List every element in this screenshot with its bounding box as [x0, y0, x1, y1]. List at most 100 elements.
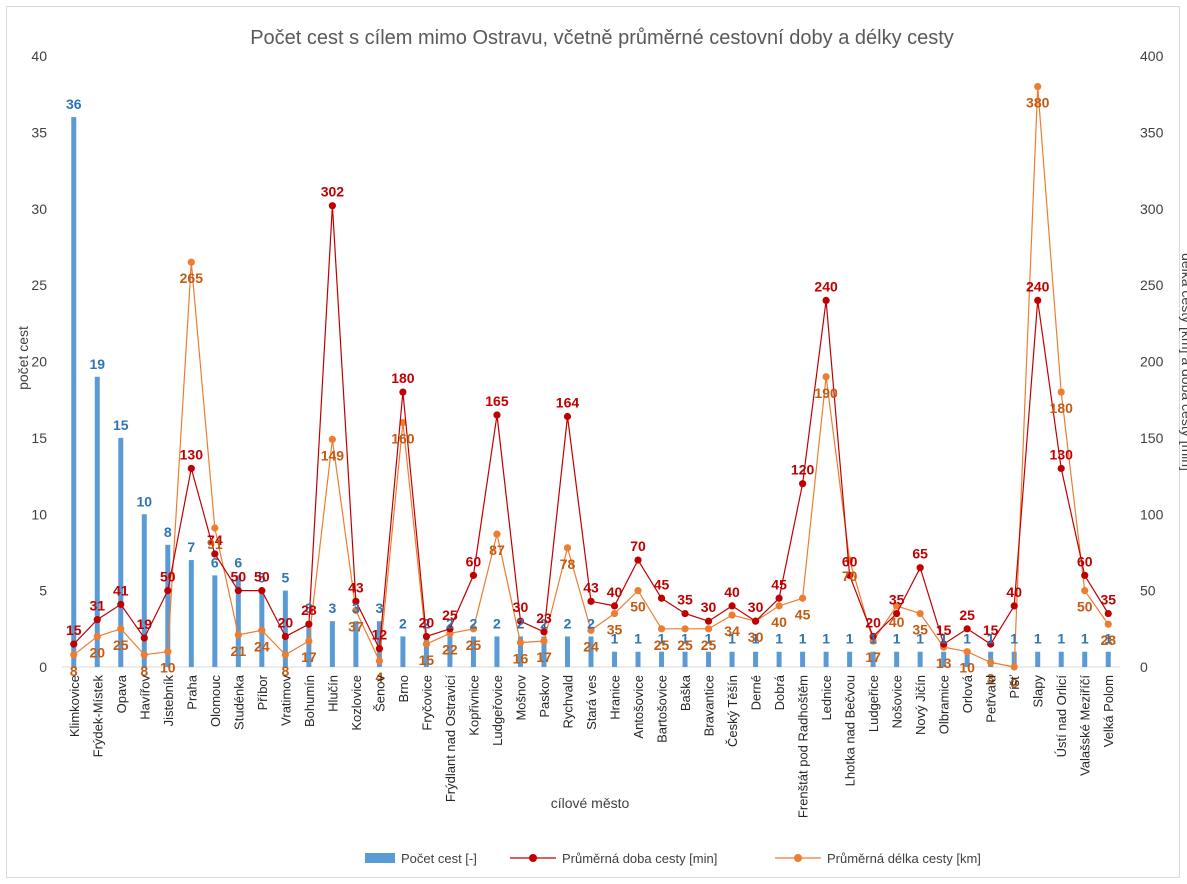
bar: [118, 437, 124, 667]
bar-data-label: 2: [470, 615, 478, 631]
time-point: [117, 600, 125, 608]
bar: [800, 651, 806, 667]
distance-data-label: 180: [1050, 400, 1074, 416]
distance-point: [164, 648, 172, 656]
distance-point: [563, 544, 572, 552]
time-point: [587, 597, 595, 605]
distance-data-label: 13: [936, 655, 952, 671]
distance-point: [657, 625, 666, 633]
time-data-label: 30: [748, 599, 764, 615]
y2-tick-label: 50: [1140, 583, 1156, 599]
time-point: [846, 571, 854, 579]
distance-data-label: 24: [583, 638, 599, 654]
time-point: [681, 609, 689, 618]
time-point: [258, 587, 266, 595]
time-data-label: 41: [113, 582, 129, 598]
bar: [423, 636, 429, 667]
time-point: [893, 609, 901, 618]
time-data-label: 30: [701, 599, 717, 615]
distance-data-label: 21: [231, 643, 247, 659]
legend-label-time: Průměrná doba cesty [min]: [562, 851, 717, 866]
bar: [235, 575, 241, 667]
distance-point: [799, 594, 807, 602]
bar: [588, 636, 594, 667]
time-point: [1010, 602, 1018, 610]
distance-data-label: 24: [254, 638, 270, 654]
time-data-label: 25: [959, 607, 975, 623]
chart-frame: [6, 6, 1180, 878]
y2-tick-label: 300: [1140, 201, 1164, 217]
bar: [1082, 651, 1088, 667]
bar: [541, 636, 547, 667]
distance-data-label: 40: [771, 614, 787, 630]
time-point: [1034, 296, 1042, 304]
bar: [706, 651, 712, 667]
time-point: [328, 202, 336, 210]
time-point: [281, 632, 289, 641]
category-label: Derné: [749, 675, 764, 710]
time-point: [211, 550, 219, 558]
time-data-label: 45: [771, 576, 787, 592]
category-label: Studénka: [231, 674, 246, 730]
y-tick-label: 20: [31, 354, 47, 370]
time-data-label: 43: [348, 579, 364, 595]
bar-data-label: 1: [611, 631, 619, 647]
time-point: [540, 628, 548, 636]
category-label: Opava: [114, 674, 129, 713]
bar: [329, 621, 335, 667]
distance-data-label: 15: [419, 652, 435, 668]
bar: [1035, 651, 1041, 667]
category-label: Slapy: [1031, 675, 1046, 708]
time-point: [493, 411, 501, 419]
time-data-label: 20: [865, 614, 881, 630]
time-point: [234, 587, 242, 595]
distance-point: [634, 587, 642, 595]
y-tick-label: 10: [31, 506, 47, 522]
time-data-label: 60: [842, 553, 858, 569]
distance-data-label: 4: [376, 669, 384, 685]
category-label: Český Těšín: [725, 675, 740, 747]
distance-point: [516, 638, 525, 647]
time-data-label: 15: [66, 622, 82, 638]
distance-point: [281, 651, 289, 659]
bar-data-label: 6: [211, 554, 219, 570]
distance-point: [328, 435, 336, 444]
category-label: Nošovice: [890, 675, 905, 728]
bar-data-label: 5: [281, 570, 289, 586]
distance-data-label: 16: [513, 651, 529, 667]
category-label: Ludgeřovice: [490, 675, 505, 746]
bar: [447, 636, 453, 667]
distance-point: [493, 530, 501, 538]
bar-data-label: 2: [517, 615, 525, 631]
time-point: [799, 480, 807, 488]
time-point: [563, 412, 572, 421]
time-point: [422, 632, 431, 641]
category-label: Frýdek-Místek: [90, 675, 105, 758]
time-point: [70, 640, 78, 648]
distance-point: [399, 419, 407, 427]
bar-data-label: 3: [328, 600, 336, 616]
time-data-label: 43: [583, 579, 599, 595]
bar: [612, 651, 618, 667]
distance-point: [916, 609, 924, 618]
time-point: [1104, 609, 1112, 618]
bar: [847, 651, 853, 667]
time-point: [187, 464, 195, 473]
bar: [635, 651, 641, 667]
category-label: Hlučín: [325, 675, 340, 712]
bar-data-label: 1: [916, 631, 924, 647]
bar-data-label: 1: [705, 631, 713, 647]
bar-data-label: 1: [846, 631, 854, 647]
time-point: [399, 388, 407, 396]
bar: [564, 636, 570, 667]
bar-data-label: 19: [89, 356, 105, 372]
distance-data-label: 20: [89, 644, 105, 660]
time-point: [375, 645, 383, 653]
y-tick-label: 25: [31, 277, 47, 293]
time-point: [775, 594, 783, 602]
bar: [517, 636, 523, 667]
distance-point: [375, 657, 383, 665]
distance-point: [211, 524, 219, 532]
distance-data-label: 87: [489, 542, 505, 558]
